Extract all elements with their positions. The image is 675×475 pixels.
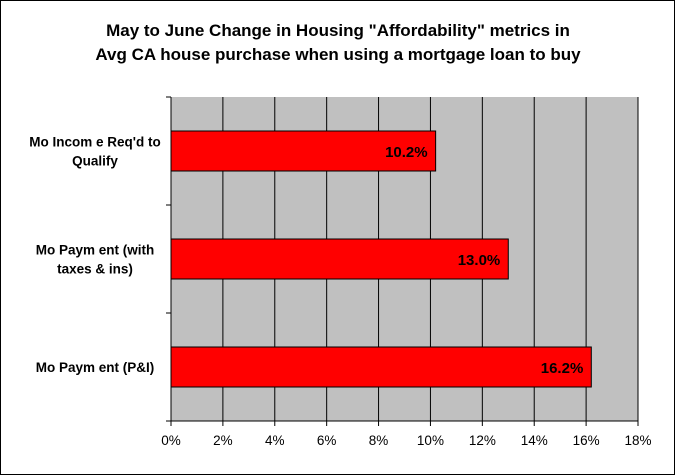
bar (170, 130, 437, 172)
category-label: Mo Incom e Req'd to (29, 135, 160, 150)
x-tick-label: 6% (317, 433, 337, 448)
category-label: Qualify (72, 154, 118, 169)
chart-title-line: Avg CA house purchase when using a mortg… (95, 45, 581, 64)
x-tick-label: 0% (161, 433, 181, 448)
x-tick-label: 14% (521, 433, 548, 448)
data-label: 16.2% (541, 360, 584, 377)
x-tick-label: 4% (265, 433, 285, 448)
category-label: taxes & ins) (57, 262, 133, 277)
x-tick-label: 12% (469, 433, 496, 448)
bar (170, 238, 509, 280)
category-label: Mo Paym ent (P&I) (36, 360, 155, 375)
x-tick-label: 10% (417, 433, 444, 448)
x-tick-label: 18% (624, 433, 651, 448)
x-tick-label: 8% (369, 433, 389, 448)
chart-title-line: May to June Change in Housing "Affordabi… (106, 21, 570, 40)
data-label: 13.0% (458, 252, 501, 269)
x-tick-label: 16% (573, 433, 600, 448)
data-label: 10.2% (385, 144, 428, 161)
x-tick-label: 2% (213, 433, 233, 448)
category-label: Mo Paym ent (with (36, 243, 155, 258)
bar (170, 346, 592, 388)
